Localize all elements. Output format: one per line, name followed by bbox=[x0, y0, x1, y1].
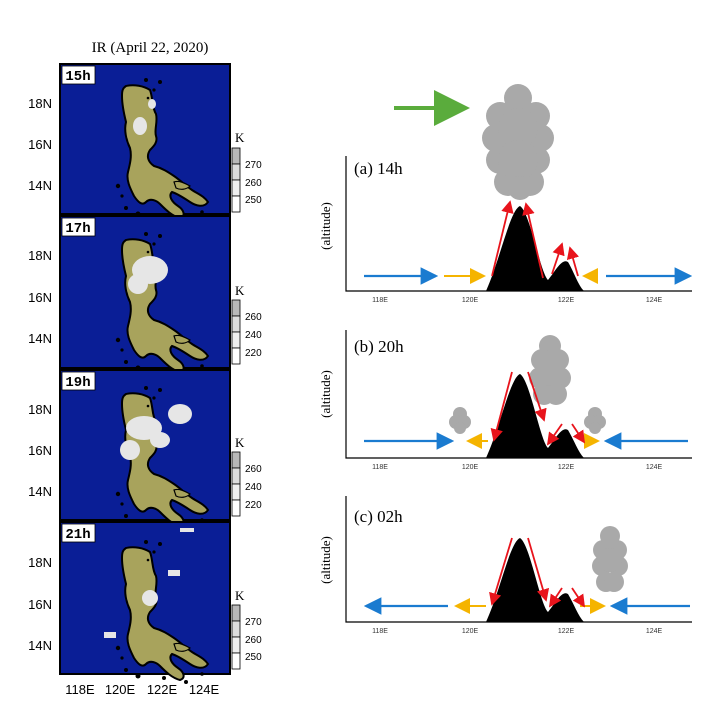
xtick-122E: 122E bbox=[147, 682, 178, 697]
colorbar-21h-label-3: 250 bbox=[245, 652, 262, 663]
xtick-a-122E: 122E bbox=[558, 297, 575, 304]
ir-time-17h: 17h bbox=[65, 221, 90, 237]
colorbar-15h: 270 260 250 bbox=[231, 147, 262, 213]
ir-panel-15h: 15h K 270 260 250 bbox=[59, 63, 262, 223]
convective-cloud-a bbox=[482, 84, 554, 200]
xticks-c: 118E 120E 122E 124E bbox=[372, 628, 662, 635]
ir-y-axis: 18N 16N 14N 18N 16N 14N 18N 16N 14N 18N … bbox=[28, 96, 52, 653]
colorbar-unit-21h: K bbox=[235, 588, 245, 603]
xtick-118E: 118E bbox=[65, 682, 95, 697]
ytick-18N-p1: 18N bbox=[28, 96, 52, 111]
ir-panel-21h: 21h K 270 260 250 bbox=[59, 521, 262, 685]
colorbar-17h-label-2: 240 bbox=[245, 330, 262, 341]
ytick-16N-p4: 16N bbox=[28, 597, 52, 612]
convective-cloud-b-center bbox=[529, 335, 571, 405]
ytick-16N-p1: 16N bbox=[28, 137, 52, 152]
colorbar-19h-label-2: 240 bbox=[245, 482, 262, 493]
panel-label-b: (b) 20h bbox=[354, 337, 404, 356]
ir-time-15h: 15h bbox=[65, 69, 90, 85]
xtick-124E: 124E bbox=[189, 682, 220, 697]
ir-time-19h: 19h bbox=[65, 375, 90, 391]
xtick-c-118E: 118E bbox=[372, 628, 388, 635]
xtick-b-120E: 120E bbox=[462, 464, 479, 471]
ylabel-b: (altitude) bbox=[318, 370, 333, 418]
ytick-16N-p2: 16N bbox=[28, 290, 52, 305]
colorbar-21h: 270 260 250 bbox=[231, 604, 262, 670]
schematic-panel-a: (a) 14h (altitude) 118E 120E 122E 124E bbox=[318, 84, 693, 304]
xtick-120E: 120E bbox=[105, 682, 136, 697]
colorbar-19h: 260 240 220 bbox=[231, 451, 262, 517]
xtick-a-124E: 124E bbox=[646, 297, 663, 304]
ytick-14N-p2: 14N bbox=[28, 331, 52, 346]
cloud-patch-15h bbox=[133, 99, 156, 135]
colorbar-17h: 260 240 220 bbox=[231, 299, 262, 365]
colorbar-21h-label-1: 270 bbox=[245, 617, 262, 628]
colorbar-17h-label-1: 260 bbox=[245, 312, 262, 323]
colorbar-21h-label-2: 260 bbox=[245, 635, 262, 646]
xtick-c-124E: 124E bbox=[646, 628, 663, 635]
ytick-18N-p2: 18N bbox=[28, 248, 52, 263]
colorbar-15h-label-2: 260 bbox=[245, 178, 262, 189]
ytick-14N-p1: 14N bbox=[28, 178, 52, 193]
convective-cloud-b-left bbox=[449, 407, 471, 434]
cloud-patch-19h bbox=[120, 404, 192, 460]
ytick-14N-p4: 14N bbox=[28, 638, 52, 653]
ytick-18N-p3: 18N bbox=[28, 402, 52, 417]
colorbar-19h-label-3: 220 bbox=[245, 500, 262, 511]
ir-x-axis: 118E 120E 122E 124E bbox=[65, 682, 219, 697]
colorbar-unit-19h: K bbox=[235, 435, 245, 450]
schematic-panel-b: (b) 20h (altitude) 118E 120E 122E 124E bbox=[318, 330, 692, 471]
ir-panel-17h: 17h K 260 240 220 bbox=[59, 215, 262, 377]
red-arrows-a bbox=[491, 200, 580, 279]
colorbar-15h-label-3: 250 bbox=[245, 195, 262, 206]
mountain-a bbox=[486, 206, 584, 291]
xticks-b: 118E 120E 122E 124E bbox=[372, 464, 662, 471]
xtick-c-120E: 120E bbox=[462, 628, 479, 635]
xtick-b-124E: 124E bbox=[646, 464, 663, 471]
colorbar-unit-15h: K bbox=[235, 130, 245, 145]
ir-panel-19h: 19h K 260 240 220 bbox=[59, 369, 262, 531]
ytick-14N-p3: 14N bbox=[28, 484, 52, 499]
red-arrows-c bbox=[489, 537, 585, 608]
ir-time-21h: 21h bbox=[65, 527, 90, 543]
xtick-c-122E: 122E bbox=[558, 628, 575, 635]
ylabel-a: (altitude) bbox=[318, 202, 333, 250]
colorbar-17h-label-3: 220 bbox=[245, 348, 262, 359]
colorbar-19h-label-1: 260 bbox=[245, 464, 262, 475]
convective-cloud-b-right bbox=[584, 407, 606, 434]
convective-cloud-c bbox=[592, 526, 628, 592]
cloud-patch-17h bbox=[128, 256, 168, 294]
schematic-panel-c: (c) 02h (altitude) 118E 120E 122E 124E bbox=[318, 496, 692, 635]
xtick-b-122E: 122E bbox=[558, 464, 575, 471]
panel-label-a: (a) 14h bbox=[354, 159, 403, 178]
ir-title: IR (April 22, 2020) bbox=[92, 40, 209, 56]
xtick-a-118E: 118E bbox=[372, 297, 388, 304]
cloud-patch-21h bbox=[104, 528, 194, 638]
xtick-b-118E: 118E bbox=[372, 464, 388, 471]
ylabel-c: (altitude) bbox=[318, 536, 333, 584]
xtick-a-120E: 120E bbox=[462, 297, 479, 304]
ytick-18N-p4: 18N bbox=[28, 555, 52, 570]
panel-label-c: (c) 02h bbox=[354, 507, 403, 526]
colorbar-unit-17h: K bbox=[235, 283, 245, 298]
ytick-16N-p3: 16N bbox=[28, 443, 52, 458]
xticks-a: 118E 120E 122E 124E bbox=[372, 297, 662, 304]
red-arrows-b bbox=[490, 371, 585, 446]
mountain-c bbox=[486, 538, 584, 622]
colorbar-15h-label-1: 270 bbox=[245, 160, 262, 171]
